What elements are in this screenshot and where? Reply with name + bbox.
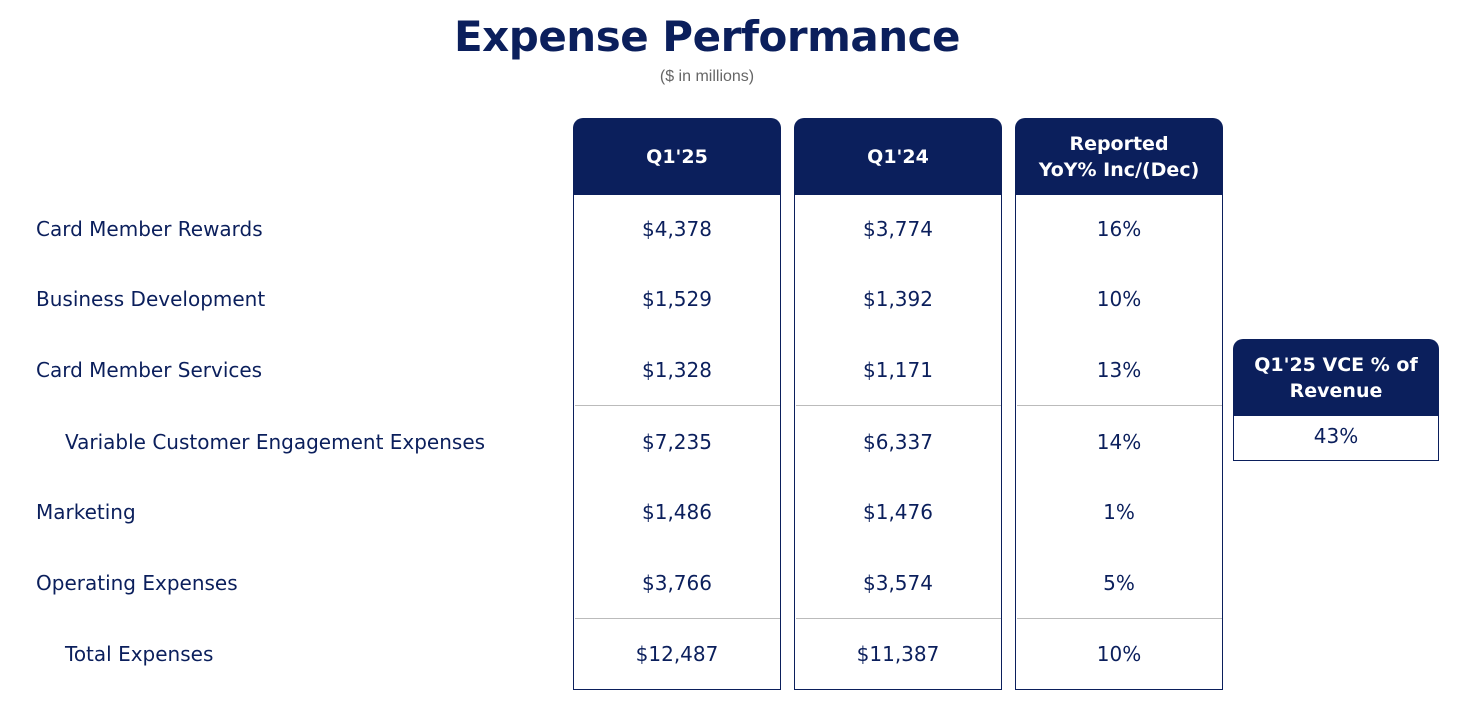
table-cell: 16% bbox=[1096, 217, 1142, 241]
table-cell: $1,328 bbox=[642, 358, 712, 382]
table-cell: $11,387 bbox=[856, 642, 940, 666]
row-divider bbox=[795, 405, 1001, 406]
table-cell: $3,574 bbox=[863, 571, 933, 595]
table-cell: $7,235 bbox=[642, 430, 712, 454]
row-divider bbox=[1016, 405, 1222, 406]
side-box-body bbox=[1233, 415, 1439, 461]
column-header-line: Reported bbox=[1069, 132, 1169, 155]
column-header-line: Q1'24 bbox=[867, 145, 929, 168]
table-cell: 10% bbox=[1096, 287, 1142, 311]
row-label: Business Development bbox=[36, 287, 266, 311]
row-divider bbox=[1016, 617, 1222, 619]
table-cell: 14% bbox=[1096, 430, 1142, 454]
row-label: Card Member Services bbox=[36, 358, 263, 382]
side-box-header: Q1'25 VCE % of Revenue bbox=[1233, 339, 1439, 416]
column-body bbox=[1015, 194, 1223, 690]
table-cell: 5% bbox=[1103, 571, 1135, 595]
table-cell: $1,392 bbox=[863, 287, 933, 311]
row-label: Marketing bbox=[36, 500, 136, 524]
table-cell: $1,171 bbox=[863, 358, 933, 382]
row-label: Total Expenses bbox=[65, 642, 214, 666]
row-label: Card Member Rewards bbox=[36, 217, 263, 241]
side-box-title-line: Revenue bbox=[1289, 379, 1383, 402]
title: Expense Performance bbox=[453, 12, 961, 61]
column-header: Reported YoY% Inc/(Dec) bbox=[1015, 118, 1223, 195]
table-cell: $1,486 bbox=[642, 500, 712, 524]
column-header: Q1'25 bbox=[573, 118, 781, 195]
column-header-line: YoY% Inc/(Dec) bbox=[1038, 158, 1200, 181]
row-divider bbox=[795, 617, 1001, 619]
column-body bbox=[794, 194, 1002, 690]
side-box-title-line: Q1'25 VCE % of bbox=[1254, 353, 1418, 376]
row-divider bbox=[574, 405, 780, 406]
row-label: Variable Customer Engagement Expenses bbox=[65, 430, 486, 454]
subtitle: ($ in millions) bbox=[659, 68, 755, 85]
row-label: Operating Expenses bbox=[36, 571, 238, 595]
table-cell: $12,487 bbox=[635, 642, 719, 666]
table-cell: $1,476 bbox=[863, 500, 933, 524]
column-body bbox=[573, 194, 781, 690]
table-cell: 13% bbox=[1096, 358, 1142, 382]
table-cell: $6,337 bbox=[863, 430, 933, 454]
column-header: Q1'24 bbox=[794, 118, 1002, 195]
side-box-value: 43% bbox=[1313, 424, 1359, 448]
table-cell: $4,378 bbox=[642, 217, 712, 241]
table-cell: $1,529 bbox=[642, 287, 712, 311]
column-header-line: Q1'25 bbox=[646, 145, 708, 168]
table-cell: 10% bbox=[1096, 642, 1142, 666]
table-cell: 1% bbox=[1103, 500, 1135, 524]
table-cell: $3,766 bbox=[642, 571, 712, 595]
table-cell: $3,774 bbox=[863, 217, 933, 241]
row-divider bbox=[574, 617, 780, 619]
